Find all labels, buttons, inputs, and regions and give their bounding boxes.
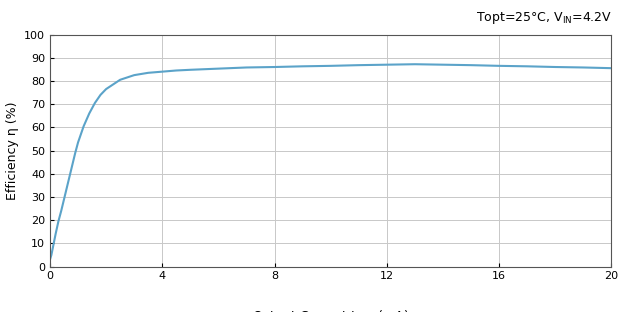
Y-axis label: Efficiency η (%): Efficiency η (%) xyxy=(6,101,19,200)
Text: Topt=25°C, $\mathregular{V_{IN}}$=4.2V: Topt=25°C, $\mathregular{V_{IN}}$=4.2V xyxy=(475,10,612,26)
Text: Output Current $\mathregular{I_{OUT}}$ (mA): Output Current $\mathregular{I_{OUT}}$ (… xyxy=(252,308,409,312)
